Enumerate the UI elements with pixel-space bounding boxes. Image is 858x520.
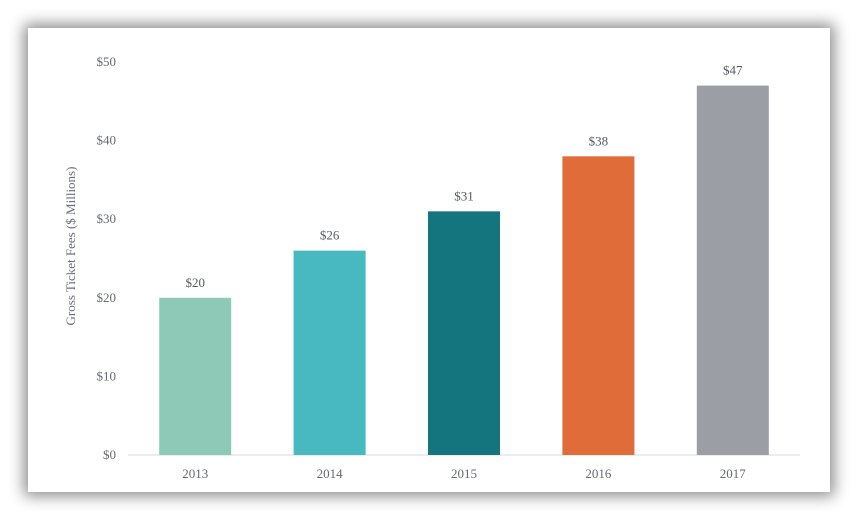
y-tick-label: $30 <box>97 211 117 226</box>
bar-value-label: $38 <box>589 133 609 148</box>
y-axis-ticks: $0 $10 $20 $30 $40 $50 <box>97 54 117 462</box>
x-axis-ticks: 2013 2014 2015 2016 2017 <box>182 466 746 481</box>
y-axis-title: Gross Ticket Fees ($ Millions) <box>63 167 78 326</box>
x-tick-label: 2016 <box>585 466 612 481</box>
x-tick-label: 2013 <box>182 466 208 481</box>
bars <box>159 85 769 455</box>
y-tick-label: $40 <box>97 133 117 148</box>
bar-2015 <box>428 211 500 455</box>
bar-2016 <box>562 156 635 455</box>
bar-2014 <box>293 250 366 455</box>
y-tick-label: $50 <box>97 54 117 69</box>
x-tick-label: 2017 <box>720 466 747 481</box>
x-tick-label: 2014 <box>317 466 344 481</box>
bar-2013 <box>159 297 232 455</box>
y-tick-label: $0 <box>103 447 116 462</box>
x-tick-label: 2015 <box>451 466 477 481</box>
bar-value-label: $47 <box>723 63 743 78</box>
y-tick-label: $20 <box>97 290 117 305</box>
bar-value-label: $26 <box>320 228 340 243</box>
bar-2017 <box>696 85 769 455</box>
bar-value-label: $31 <box>454 188 474 203</box>
y-tick-label: $10 <box>97 368 117 383</box>
bar-value-label: $20 <box>185 275 205 290</box>
bar-value-labels: $20 $26 $31 $38 $47 <box>185 63 743 290</box>
